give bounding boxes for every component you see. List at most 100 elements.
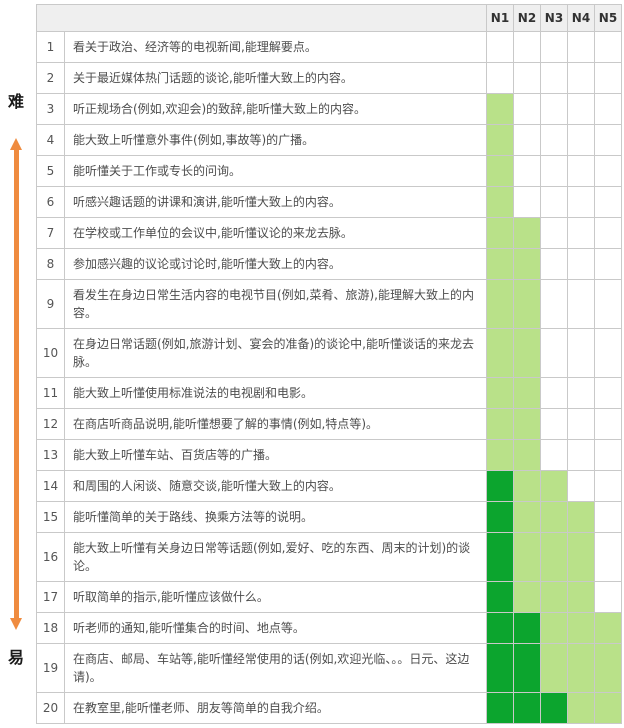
level-cell-n2: [513, 643, 541, 693]
level-cell-n3: [540, 439, 568, 471]
level-cell-n3: [540, 124, 568, 156]
level-cell-n5: [594, 93, 622, 125]
table-row: 14 和周围的人闲谈、随意交谈,能听懂大致上的内容。: [36, 470, 622, 502]
level-cell-n2: [513, 217, 541, 249]
level-cell-n4: [567, 186, 595, 218]
level-cell-n3: [540, 377, 568, 409]
level-cell-n1: [486, 155, 514, 187]
level-cell-n3: [540, 62, 568, 94]
row-number: 4: [36, 124, 65, 156]
row-number: 12: [36, 408, 65, 440]
level-cell-n3: [540, 31, 568, 63]
header-corner: [36, 4, 487, 32]
level-cell-n3: [540, 217, 568, 249]
hard-label: 难: [8, 92, 25, 111]
level-cell-n3: [540, 612, 568, 644]
level-cell-n4: [567, 217, 595, 249]
table-row: 20 在教室里,能听懂老师、朋友等简单的自我介绍。: [36, 692, 622, 724]
level-cell-n1: [486, 279, 514, 329]
level-cell-n3: [540, 279, 568, 329]
level-cell-n5: [594, 31, 622, 63]
can-do-text: 看关于政治、经济等的电视新闻,能理解要点。: [64, 31, 487, 63]
row-number: 13: [36, 439, 65, 471]
can-do-text: 能大致上听懂有关身边日常等话题(例如,爱好、吃的东西、周末的计划)的谈论。: [64, 532, 487, 582]
level-cell-n2: [513, 377, 541, 409]
level-cell-n2: [513, 692, 541, 724]
level-cell-n2: [513, 248, 541, 280]
header-n1: N1: [486, 4, 514, 32]
table-row: 8 参加感兴趣的议论或讨论时,能听懂大致上的内容。: [36, 248, 622, 280]
level-cell-n4: [567, 581, 595, 613]
header-n4: N4: [567, 4, 595, 32]
row-number: 1: [36, 31, 65, 63]
row-number: 6: [36, 186, 65, 218]
table-row: 19 在商店、邮局、车站等,能听懂经常使用的话(例如,欢迎光临、。。日元、这边请)…: [36, 643, 622, 693]
header-row: N1 N2 N3 N4 N5: [36, 4, 622, 32]
can-do-text: 能听懂关于工作或专长的问询。: [64, 155, 487, 187]
level-cell-n1: [486, 408, 514, 440]
level-cell-n5: [594, 470, 622, 502]
table-row: 9 看发生在身边日常生活内容的电视节目(例如,菜肴、旅游),能理解大致上的内容。: [36, 279, 622, 329]
level-cell-n1: [486, 581, 514, 613]
level-cell-n1: [486, 439, 514, 471]
level-cell-n5: [594, 279, 622, 329]
row-number: 17: [36, 581, 65, 613]
can-do-text: 在身边日常话题(例如,旅游计划、宴会的准备)的谈论中,能听懂谈话的来龙去脉。: [64, 328, 487, 378]
level-cell-n2: [513, 62, 541, 94]
level-cell-n1: [486, 62, 514, 94]
can-do-text: 能大致上听懂意外事件(例如,事故等)的广播。: [64, 124, 487, 156]
level-cell-n3: [540, 93, 568, 125]
level-cell-n2: [513, 155, 541, 187]
row-number: 10: [36, 328, 65, 378]
can-do-text: 能听懂简单的关于路线、换乘方法等的说明。: [64, 501, 487, 533]
row-number: 2: [36, 62, 65, 94]
level-cell-n3: [540, 643, 568, 693]
can-do-text: 听老师的通知,能听懂集合的时间、地点等。: [64, 612, 487, 644]
can-do-text: 听感兴趣话题的讲课和演讲,能听懂大致上的内容。: [64, 186, 487, 218]
level-cell-n5: [594, 643, 622, 693]
level-cell-n2: [513, 279, 541, 329]
level-cell-n5: [594, 501, 622, 533]
level-cell-n3: [540, 692, 568, 724]
table-row: 2 关于最近媒体热门话题的谈论,能听懂大致上的内容。: [36, 62, 622, 94]
level-cell-n5: [594, 186, 622, 218]
level-cell-n2: [513, 124, 541, 156]
level-cell-n5: [594, 408, 622, 440]
can-do-text: 在教室里,能听懂老师、朋友等简单的自我介绍。: [64, 692, 487, 724]
can-do-text: 能大致上听懂车站、百货店等的广播。: [64, 439, 487, 471]
can-do-text: 在商店听商品说明,能听懂想要了解的事情(例如,特点等)。: [64, 408, 487, 440]
level-cell-n3: [540, 470, 568, 502]
level-cell-n3: [540, 408, 568, 440]
header-n2: N2: [513, 4, 541, 32]
level-cell-n2: [513, 31, 541, 63]
can-do-text: 和周围的人闲谈、随意交谈,能听懂大致上的内容。: [64, 470, 487, 502]
level-cell-n3: [540, 155, 568, 187]
level-cell-n3: [540, 581, 568, 613]
level-cell-n1: [486, 470, 514, 502]
level-cell-n5: [594, 532, 622, 582]
level-cell-n2: [513, 408, 541, 440]
level-cell-n2: [513, 532, 541, 582]
level-cell-n4: [567, 279, 595, 329]
level-cell-n3: [540, 532, 568, 582]
row-number: 14: [36, 470, 65, 502]
level-cell-n5: [594, 62, 622, 94]
arrow-shaft: [14, 148, 19, 620]
level-cell-n1: [486, 612, 514, 644]
level-cell-n4: [567, 612, 595, 644]
row-number: 9: [36, 279, 65, 329]
can-do-text: 看发生在身边日常生活内容的电视节目(例如,菜肴、旅游),能理解大致上的内容。: [64, 279, 487, 329]
level-cell-n4: [567, 328, 595, 378]
level-cell-n4: [567, 501, 595, 533]
level-cell-n4: [567, 439, 595, 471]
table-row: 17 听取简单的指示,能听懂应该做什么。: [36, 581, 622, 613]
table-row: 12 在商店听商品说明,能听懂想要了解的事情(例如,特点等)。: [36, 408, 622, 440]
table-row: 6 听感兴趣话题的讲课和演讲,能听懂大致上的内容。: [36, 186, 622, 218]
level-cell-n2: [513, 439, 541, 471]
table-row: 15 能听懂简单的关于路线、换乘方法等的说明。: [36, 501, 622, 533]
level-cell-n1: [486, 186, 514, 218]
row-number: 20: [36, 692, 65, 724]
level-cell-n4: [567, 248, 595, 280]
header-n5: N5: [594, 4, 622, 32]
level-cell-n1: [486, 93, 514, 125]
